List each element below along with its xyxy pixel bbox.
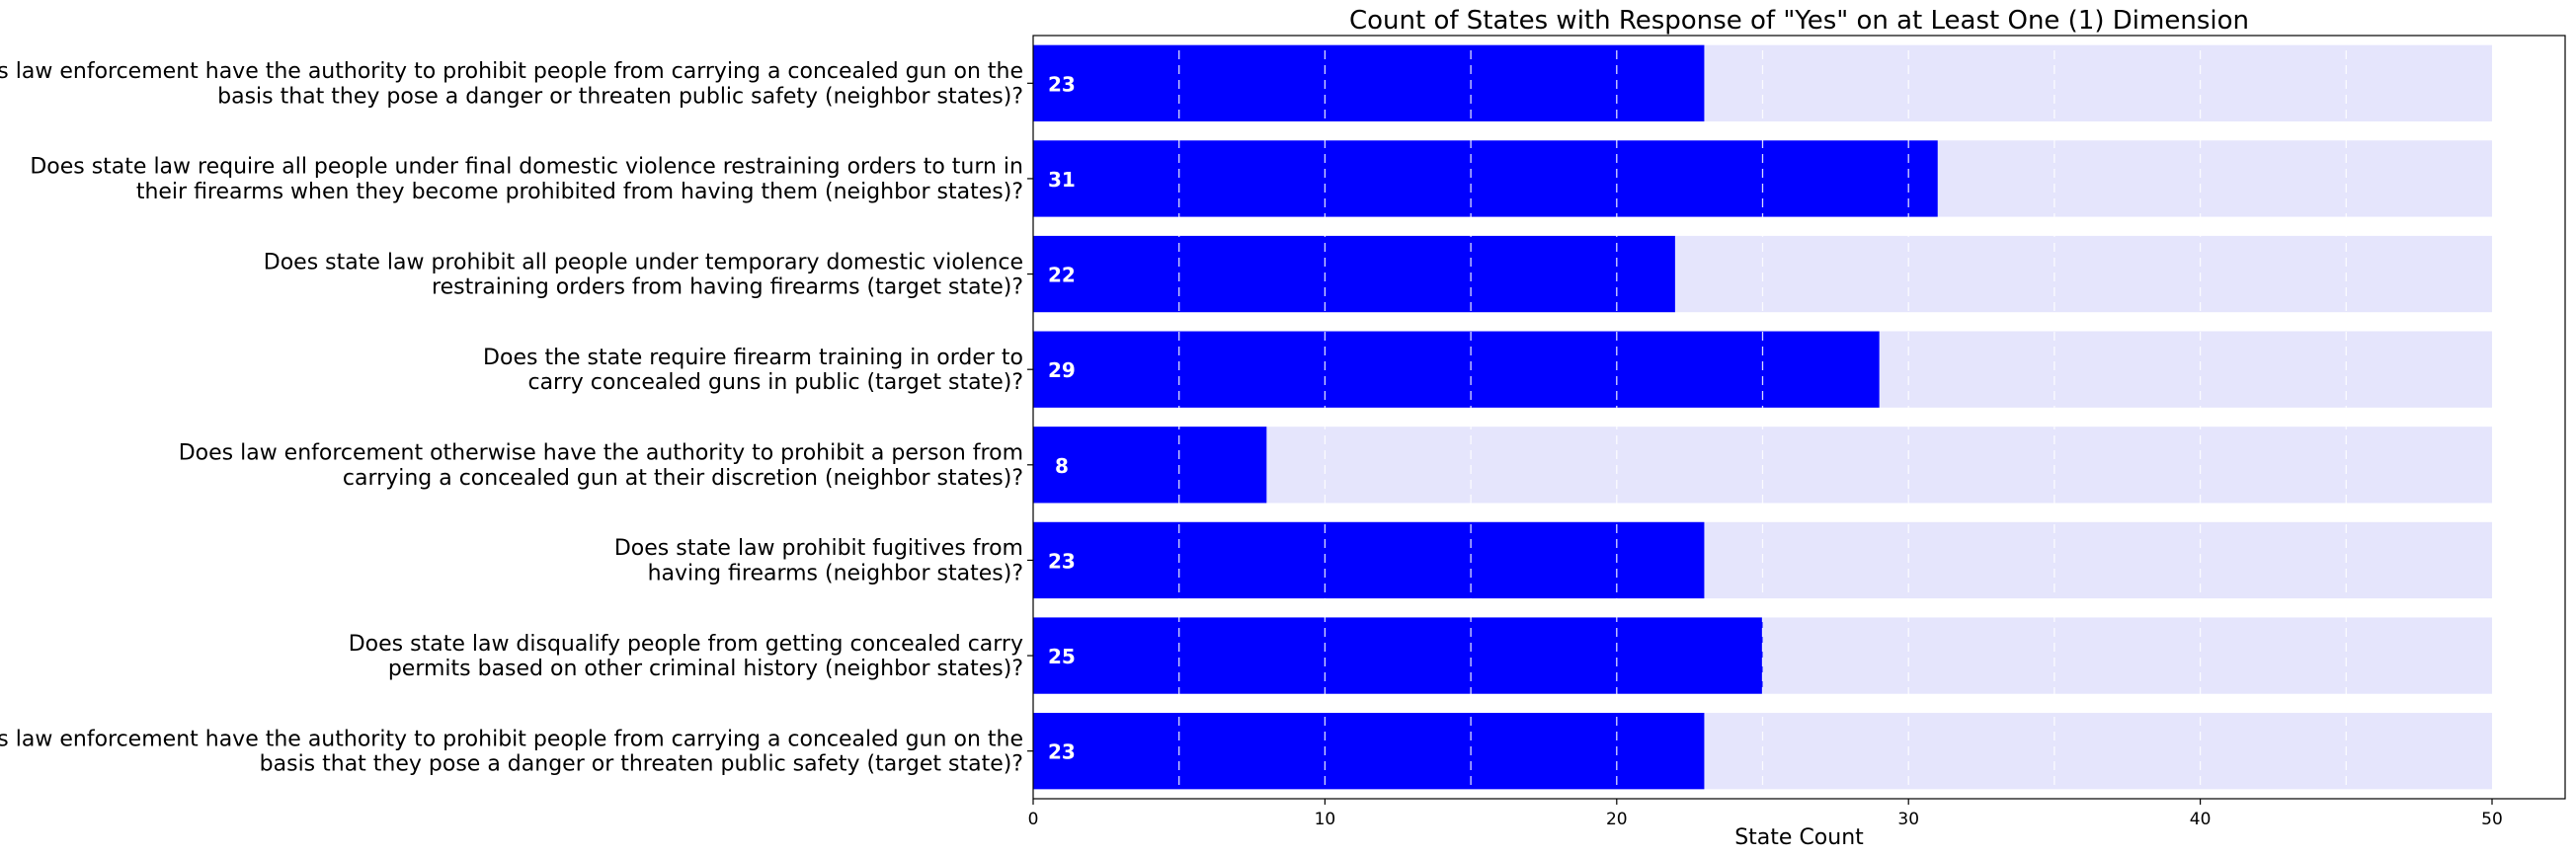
x-tick-label: 20 <box>1606 810 1628 829</box>
plot-frame <box>1032 35 2566 800</box>
category-label-line: Does state law require all people under … <box>30 155 1023 180</box>
category-label-line: Does law enforcement have the authority … <box>0 727 1023 751</box>
category-label: Does law enforcement otherwise have the … <box>179 441 1023 491</box>
x-tick-label: 50 <box>2481 810 2503 829</box>
category-label-line: Does law enforcement otherwise have the … <box>179 441 1023 466</box>
category-label-line: Does state law prohibit fugitives from <box>614 536 1023 561</box>
category-label-line: carrying a concealed gun at their discre… <box>343 466 1023 491</box>
category-label: Does state law prohibit all people under… <box>264 250 1023 299</box>
bar <box>1033 427 1267 504</box>
bars <box>1033 44 1938 790</box>
bar <box>1033 331 1880 408</box>
category-label-line: their firearms when they become prohibit… <box>136 180 1023 204</box>
category-labels: Does law enforcement have the authority … <box>0 59 1023 777</box>
bar <box>1033 617 1763 694</box>
category-label-line: Does state law disqualify people from ge… <box>349 632 1023 657</box>
bar <box>1033 713 1705 790</box>
chart-title: Count of States with Response of "Yes" o… <box>1349 6 2249 36</box>
x-tick-label: 0 <box>1028 810 1039 829</box>
bar <box>1033 521 1705 599</box>
bar-value-label: 23 <box>1048 549 1076 573</box>
x-axis-ticks: 0 10 20 30 40 50 <box>1028 799 2503 829</box>
category-label: Does the state require firearm training … <box>483 346 1023 395</box>
bar <box>1033 140 1938 217</box>
category-label-line: having firearms (neighbor states)? <box>648 561 1023 585</box>
category-label-line: carry concealed guns in public (target s… <box>527 370 1023 395</box>
category-label-line: Does the state require firearm training … <box>483 346 1023 370</box>
x-tick-label: 30 <box>1897 810 1919 829</box>
category-label-line: basis that they pose a danger or threate… <box>217 84 1023 109</box>
x-tick-label: 10 <box>1315 810 1336 829</box>
bar <box>1033 235 1675 313</box>
category-label-line: Does law enforcement have the authority … <box>0 59 1023 84</box>
category-label: Does state law prohibit fugitives from ha… <box>614 536 1023 585</box>
category-label: Does state law require all people under … <box>30 155 1023 204</box>
bar-value-label: 23 <box>1048 72 1076 96</box>
category-label-line: basis that they pose a danger or threate… <box>260 752 1023 777</box>
bar-value-label: 23 <box>1048 740 1076 764</box>
x-axis-label: State Count <box>1734 825 1864 850</box>
x-tick-label: 40 <box>2190 810 2212 829</box>
bar <box>1033 44 1705 121</box>
category-label: Does law enforcement have the authority … <box>0 59 1023 109</box>
category-label: Does state law disqualify people from ge… <box>349 632 1023 681</box>
gridlines <box>1178 36 2347 799</box>
category-label-line: restraining orders from having firearms … <box>432 275 1023 300</box>
category-label: Does law enforcement have the authority … <box>0 727 1023 776</box>
bar-value-label: 31 <box>1048 168 1076 192</box>
value-labels: 23 31 22 29 8 23 25 23 <box>1048 72 1076 763</box>
category-label-line: permits based on other criminal history … <box>388 657 1023 681</box>
y-axis-ticks <box>1027 82 1033 752</box>
bar-value-label: 29 <box>1048 358 1076 382</box>
bar-value-label: 25 <box>1048 645 1076 668</box>
bar-value-label: 8 <box>1055 454 1069 478</box>
bar-value-label: 22 <box>1048 264 1076 287</box>
category-label-line: Does state law prohibit all people under… <box>264 250 1023 274</box>
